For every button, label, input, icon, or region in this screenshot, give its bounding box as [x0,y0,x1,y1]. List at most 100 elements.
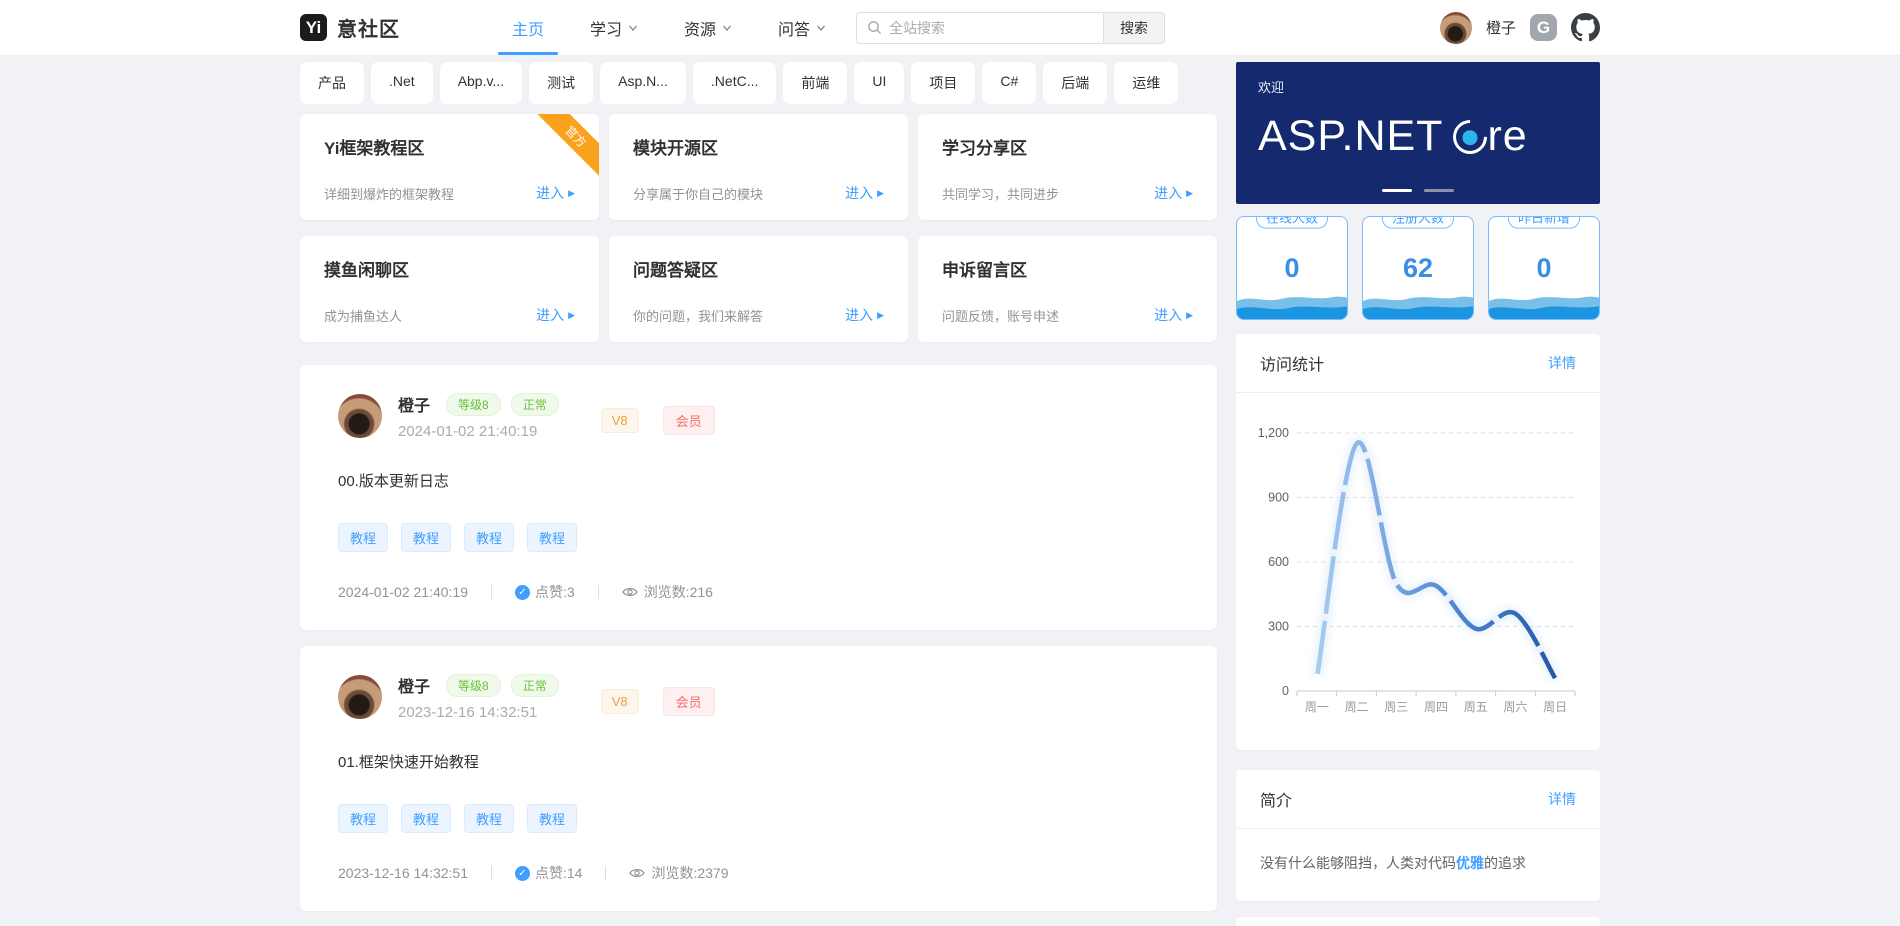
banner-greeting: 欢迎 [1258,80,1285,95]
visit-stats-detail-link[interactable]: 详情 [1548,355,1576,371]
zone-desc: 成为捕鱼达人 [324,308,403,324]
tag-filter[interactable]: 运维 [1114,62,1179,104]
tag-filter[interactable]: Abp.v... [439,62,523,104]
triangle-right-icon: ▶ [1186,309,1193,320]
stat-card-online: 在线人数 0 [1236,216,1348,320]
post-views: 浏览数:2379 [629,863,729,883]
zone-grid: 官方 Yi框架教程区 详细到爆炸的框架教程 进入 ▶ 模块开源区 分享属于你自己的… [300,114,1217,342]
tag-filter[interactable]: 前端 [783,62,848,104]
stat-card-registered: 注册人数 62 [1362,216,1474,320]
post-tag[interactable]: 教程 [527,804,578,833]
carousel-indicator-active[interactable] [1382,189,1412,192]
top-header: Yi 意社区 主页 学习 资源 问答 [0,0,1900,56]
nav-home[interactable]: 主页 [497,0,559,55]
post-tag[interactable]: 教程 [338,804,389,833]
zone-card-tutorial[interactable]: 官方 Yi框架教程区 详细到爆炸的框架教程 进入 ▶ [300,114,599,220]
zone-card-chat[interactable]: 摸鱼闲聊区 成为捕鱼达人 进入 ▶ [300,236,599,342]
intro-detail-link[interactable]: 详情 [1548,791,1576,807]
post-footer-date: 2023-12-16 14:32:51 [338,865,468,881]
enter-link[interactable]: 进入 ▶ [1154,185,1193,201]
intro-highlight-link[interactable]: 优雅 [1456,855,1484,871]
post-item[interactable]: 橙子 等级8 正常 2023-12-16 14:32:51 V8 会员 01.框… [300,646,1217,911]
user-avatar[interactable] [1439,11,1472,44]
enter-link[interactable]: 进入 ▶ [1154,307,1193,323]
post-author-avatar[interactable] [338,675,382,719]
tag-filter[interactable]: 产品 [300,62,364,104]
post-title[interactable]: 01.框架快速开始教程 [338,754,479,771]
tag-filter[interactable]: UI [854,62,905,104]
stat-card-new-yesterday: 昨日新增 0 [1488,216,1600,320]
nav-resources-label: 资源 [684,21,717,39]
chevron-down-icon [723,25,732,31]
triangle-right-icon: ▶ [568,187,575,198]
intro-title: 简介 [1260,793,1293,810]
post-datetime: 2023-12-16 14:32:51 [398,704,538,721]
nav-qa[interactable]: 问答 [778,0,826,55]
user-name[interactable]: 橙子 [1485,20,1516,37]
zone-desc: 共同学习，共同进步 [942,186,1060,202]
post-tag[interactable]: 教程 [401,523,452,552]
stat-label: 昨日新增 [1507,217,1581,229]
svg-text:周三: 周三 [1384,700,1408,714]
wave-decoration [1237,296,1347,319]
github-icon[interactable] [1571,13,1600,42]
level-badge: 等级8 [446,392,501,416]
brand[interactable]: Yi 意社区 [300,13,400,42]
post-author-name[interactable]: 橙子 [398,679,431,696]
post-tag[interactable]: 教程 [338,523,389,552]
post-author-name[interactable]: 橙子 [398,398,431,415]
post-tag[interactable]: 教程 [464,804,515,833]
vip-badge: V8 [600,688,639,714]
intro-text: 没有什么能够阻挡，人类对代码优雅的追求 [1260,855,1526,871]
status-badge: 正常 [510,673,559,697]
tag-filter[interactable]: .NetC... [692,62,777,104]
enter-link[interactable]: 进入 ▶ [536,307,575,323]
sidebar-card-partial [1236,917,1600,926]
svg-text:1,200: 1,200 [1258,426,1289,440]
tag-filter[interactable]: .Net [371,62,433,104]
zone-card-share[interactable]: 学习分享区 共同学习，共同进步 进入 ▶ [918,114,1217,220]
nav-learn[interactable]: 学习 [590,0,638,55]
post-item[interactable]: 橙子 等级8 正常 2024-01-02 21:40:19 V8 会员 00.版… [300,365,1217,630]
tag-filter[interactable]: Asp.N... [600,62,686,104]
svg-text:周六: 周六 [1503,700,1527,714]
chevron-down-icon [629,25,638,31]
aspnet-core-logo: ASP.NET re [1258,112,1528,161]
post-author-avatar[interactable] [338,394,382,438]
enter-link[interactable]: 进入 ▶ [845,307,884,323]
svg-text:周日: 周日 [1543,700,1567,714]
post-datetime: 2024-01-02 21:40:19 [398,423,538,440]
carousel-indicator[interactable] [1424,189,1454,192]
zone-title: 学习分享区 [942,139,1027,158]
visit-stats-title: 访问统计 [1260,357,1325,374]
nav-qa-label: 问答 [778,21,811,39]
tag-filter[interactable]: 项目 [911,62,976,104]
vip-badge: V8 [600,407,639,433]
tag-filter[interactable]: C# [982,62,1037,104]
triangle-right-icon: ▶ [568,309,575,320]
zone-card-qa[interactable]: 问题答疑区 你的问题，我们来解答 进入 ▶ [609,236,908,342]
search-input[interactable] [889,19,1094,36]
level-badge: 等级8 [446,673,501,697]
nav-resources[interactable]: 资源 [684,0,732,55]
like-check-icon: ✓ [515,865,530,881]
tag-filter[interactable]: 测试 [529,62,594,104]
stat-value: 0 [1536,253,1552,283]
welcome-banner[interactable]: 欢迎 ASP.NET re [1236,62,1600,204]
enter-link[interactable]: 进入 ▶ [845,185,884,201]
svg-text:周一: 周一 [1305,700,1329,714]
gitee-icon[interactable]: G [1530,14,1557,41]
zone-title: Yi框架教程区 [324,139,425,158]
post-title[interactable]: 00.版本更新日志 [338,473,449,490]
stats-row: 在线人数 0 注册人数 62 昨日新增 0 [1236,216,1600,320]
post-tag[interactable]: 教程 [464,523,515,552]
tag-filter[interactable]: 后端 [1043,62,1108,104]
brand-name: 意社区 [337,19,400,41]
enter-link[interactable]: 进入 ▶ [536,185,575,201]
zone-card-modules[interactable]: 模块开源区 分享属于你自己的模块 进入 ▶ [609,114,908,220]
search-button[interactable]: 搜索 [1104,11,1166,44]
post-tag[interactable]: 教程 [527,523,578,552]
zone-card-appeal[interactable]: 申诉留言区 问题反馈，账号申述 进入 ▶ [918,236,1217,342]
divider [491,866,492,880]
post-tag[interactable]: 教程 [401,804,452,833]
